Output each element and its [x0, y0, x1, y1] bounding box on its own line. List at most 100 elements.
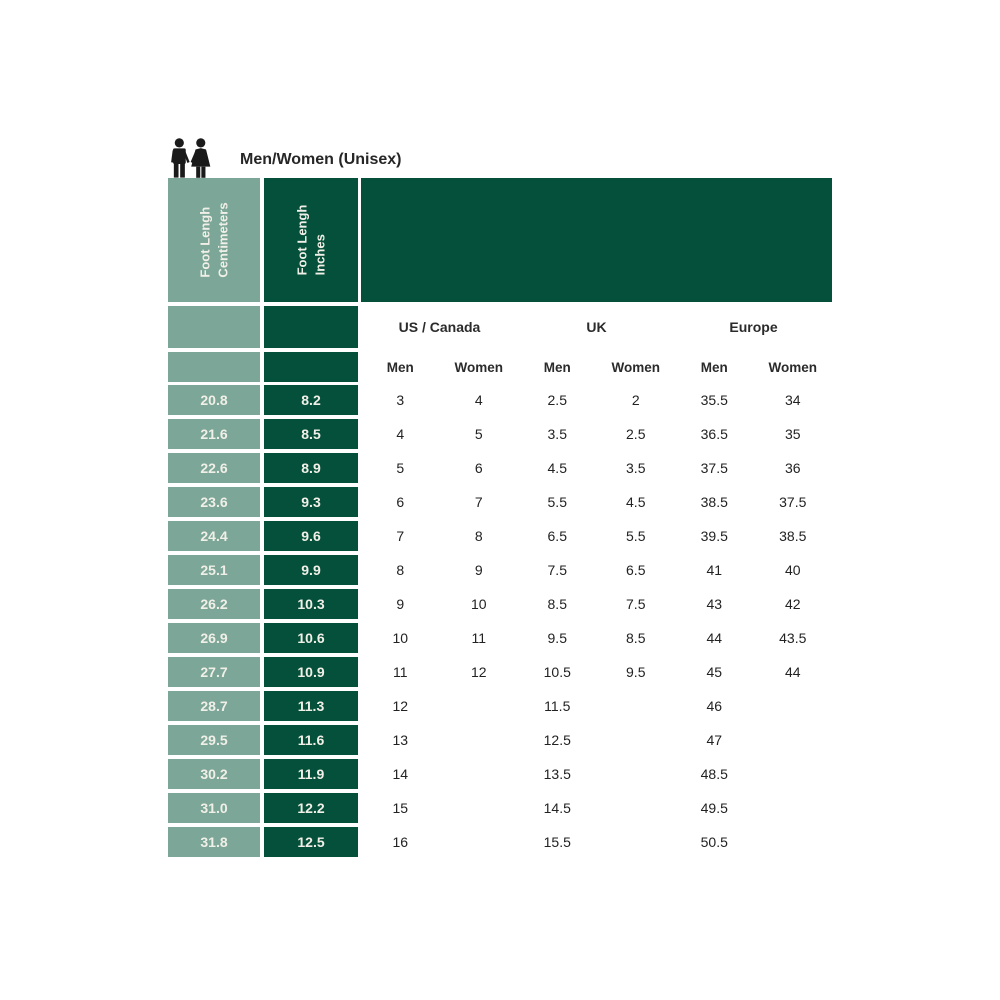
size-cell: [440, 691, 519, 721]
inches-spacer-cell: [264, 306, 358, 348]
size-cell: 36: [784, 460, 801, 476]
sub-column-label: Men: [700, 359, 728, 375]
size-chart: Men/Women (Unisex) Foot Lengh Centimeters…: [168, 137, 832, 861]
inches-cell: 12.2: [264, 793, 358, 823]
size-cell: [440, 793, 519, 823]
table-row: 31.0 12.2 15 14.5 49.5: [168, 793, 832, 823]
size-cell: 8.5: [547, 596, 567, 612]
size-cell: 41: [706, 562, 723, 578]
size-cell: 44: [784, 664, 801, 680]
size-cell: 7.5: [626, 596, 646, 612]
inches-cell: 8.2: [264, 385, 358, 415]
table-row: 22.6 8.9 5 6 4.5 3.5 37.5 36: [168, 453, 832, 483]
size-cell: 9: [396, 596, 405, 612]
cm-cell: 22.6: [168, 453, 260, 483]
sub-column-row: Men Women Men Women Men Women: [361, 352, 832, 382]
size-cells: 12 11.5 46: [361, 691, 832, 721]
column-header-inches: Foot Lengh Inches: [264, 178, 358, 302]
cm-cell: 26.2: [168, 589, 260, 619]
inches-cell: 8.9: [264, 453, 358, 483]
column-group-band: US / Canada UK Europe: [168, 306, 832, 348]
inches-cell: 12.5: [264, 827, 358, 857]
size-cell: 2: [631, 392, 640, 408]
cm-cell: 20.8: [168, 385, 260, 415]
size-cell: 5: [396, 460, 405, 476]
sub-column-band: Men Women Men Women Men Women: [168, 352, 832, 382]
size-cells: 6 7 5.5 4.5 38.5 37.5: [361, 487, 832, 517]
cm-cell: 26.9: [168, 623, 260, 653]
column-group-label: Europe: [729, 319, 778, 335]
size-cell: 12.5: [543, 732, 571, 748]
size-cell: 37.5: [779, 494, 807, 510]
size-cell: [754, 759, 833, 789]
size-cell: 15.5: [543, 834, 571, 850]
table-row: 26.9 10.6 10 11 9.5 8.5 44 43.5: [168, 623, 832, 653]
inches-cell: 11.9: [264, 759, 358, 789]
table-header-band: Foot Lengh Centimeters Foot Lengh Inches: [168, 178, 832, 302]
size-cell: 16: [392, 834, 409, 850]
size-cell: 5.5: [547, 494, 567, 510]
size-cell: 12: [392, 698, 409, 714]
cm-spacer-cell: [168, 352, 260, 382]
table-row: 23.6 9.3 6 7 5.5 4.5 38.5 37.5: [168, 487, 832, 517]
table-row: 25.1 9.9 8 9 7.5 6.5 41 40: [168, 555, 832, 585]
size-cell: 4.5: [626, 494, 646, 510]
size-cell: [440, 759, 519, 789]
size-cell: 4: [474, 392, 483, 408]
size-cell: 4.5: [547, 460, 567, 476]
size-cell: 8: [474, 528, 483, 544]
size-cell: [597, 827, 676, 857]
size-cell: 36.5: [700, 426, 728, 442]
cm-cell: 31.8: [168, 827, 260, 857]
cm-cell: 28.7: [168, 691, 260, 721]
size-cells: 5 6 4.5 3.5 37.5 36: [361, 453, 832, 483]
column-group-row: US / Canada UK Europe: [361, 306, 832, 348]
size-cell: 7: [396, 528, 405, 544]
size-cells: 15 14.5 49.5: [361, 793, 832, 823]
size-cell: 11.5: [544, 698, 571, 714]
size-cells: 16 15.5 50.5: [361, 827, 832, 857]
size-cell: 34: [784, 392, 801, 408]
cm-cell: 27.7: [168, 657, 260, 687]
size-cell: 43: [706, 596, 723, 612]
inches-cell: 10.6: [264, 623, 358, 653]
size-cells: 8 9 7.5 6.5 41 40: [361, 555, 832, 585]
size-cell: 43.5: [779, 630, 807, 646]
size-cell: [754, 691, 833, 721]
table-row: 31.8 12.5 16 15.5 50.5: [168, 827, 832, 857]
inches-cell: 11.6: [264, 725, 358, 755]
table-row: 20.8 8.2 3 4 2.5 2 35.5 34: [168, 385, 832, 415]
page-title: Men/Women (Unisex): [240, 151, 402, 168]
size-cell: [754, 725, 833, 755]
size-cell: 3.5: [547, 426, 567, 442]
inches-cell: 9.3: [264, 487, 358, 517]
size-cell: 10: [470, 596, 487, 612]
size-cell: 9.5: [547, 630, 567, 646]
size-cells: 3 4 2.5 2 35.5 34: [361, 385, 832, 415]
size-cell: 13: [392, 732, 409, 748]
size-cell: 42: [784, 596, 801, 612]
inches-cell: 10.3: [264, 589, 358, 619]
size-cells: 10 11 9.5 8.5 44 43.5: [361, 623, 832, 653]
table-row: 21.6 8.5 4 5 3.5 2.5 36.5 35: [168, 419, 832, 449]
table-row: 29.5 11.6 13 12.5 47: [168, 725, 832, 755]
size-cell: 45: [706, 664, 723, 680]
column-header-inches-label: Foot Lengh Inches: [294, 204, 327, 276]
inches-cell: 9.6: [264, 521, 358, 551]
size-cell: 7.5: [547, 562, 567, 578]
size-cell: 3.5: [626, 460, 646, 476]
sub-column-label: Women: [454, 359, 503, 375]
cm-cell: 24.4: [168, 521, 260, 551]
size-cell: [597, 691, 676, 721]
size-cell: [440, 827, 519, 857]
size-cell: 11: [392, 664, 408, 680]
size-cell: 5: [474, 426, 483, 442]
size-cell: [754, 827, 833, 857]
cm-cell: 29.5: [168, 725, 260, 755]
size-cell: 49.5: [700, 800, 728, 816]
sub-column-label: Women: [611, 359, 660, 375]
size-cell: 6: [474, 460, 483, 476]
inches-cell: 8.5: [264, 419, 358, 449]
table-row: 26.2 10.3 9 10 8.5 7.5 43 42: [168, 589, 832, 619]
size-cell: 50.5: [700, 834, 728, 850]
